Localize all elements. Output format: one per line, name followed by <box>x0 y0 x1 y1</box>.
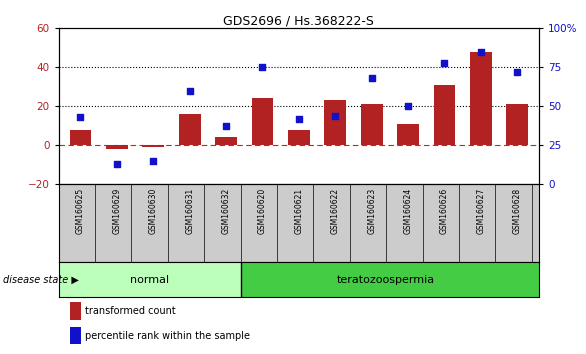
Title: GDS2696 / Hs.368222-S: GDS2696 / Hs.368222-S <box>223 14 374 27</box>
Point <box>185 88 195 93</box>
Text: GSM160624: GSM160624 <box>404 188 413 234</box>
Text: GSM160628: GSM160628 <box>513 188 522 234</box>
Text: disease state ▶: disease state ▶ <box>3 275 79 285</box>
Point <box>149 158 158 164</box>
Bar <box>241 262 539 297</box>
Text: GSM160631: GSM160631 <box>185 188 194 234</box>
Point <box>331 113 340 118</box>
Bar <box>361 104 383 145</box>
Bar <box>179 114 200 145</box>
Text: GSM160623: GSM160623 <box>367 188 376 234</box>
Point <box>440 60 449 65</box>
Point <box>476 49 486 55</box>
Text: percentile rank within the sample: percentile rank within the sample <box>85 331 250 341</box>
Text: GSM160632: GSM160632 <box>222 188 230 234</box>
Point <box>513 69 522 75</box>
Bar <box>70 302 81 320</box>
Bar <box>142 145 164 147</box>
Point <box>76 114 85 120</box>
Text: teratozoospermia: teratozoospermia <box>337 275 435 285</box>
Bar <box>70 130 91 145</box>
Bar <box>251 98 274 145</box>
Text: GSM160630: GSM160630 <box>149 188 158 234</box>
Text: GSM160620: GSM160620 <box>258 188 267 234</box>
Point <box>294 116 304 121</box>
Point <box>367 75 376 81</box>
Text: GSM160621: GSM160621 <box>294 188 304 234</box>
Text: GSM160625: GSM160625 <box>76 188 85 234</box>
Text: GSM160627: GSM160627 <box>476 188 485 234</box>
Bar <box>215 137 237 145</box>
Point <box>112 161 121 167</box>
Bar <box>70 327 81 344</box>
Bar <box>434 85 455 145</box>
Text: normal: normal <box>130 275 169 285</box>
Text: GSM160629: GSM160629 <box>113 188 121 234</box>
Bar <box>324 101 346 145</box>
Point <box>258 64 267 70</box>
Text: GSM160626: GSM160626 <box>440 188 449 234</box>
Point <box>222 124 231 129</box>
Bar <box>470 52 492 145</box>
Bar <box>106 145 128 149</box>
Text: GSM160622: GSM160622 <box>331 188 340 234</box>
Point <box>403 103 413 109</box>
Bar <box>506 104 528 145</box>
Bar <box>288 130 310 145</box>
Bar <box>397 124 419 145</box>
Text: transformed count: transformed count <box>85 306 176 316</box>
Bar <box>59 262 241 297</box>
